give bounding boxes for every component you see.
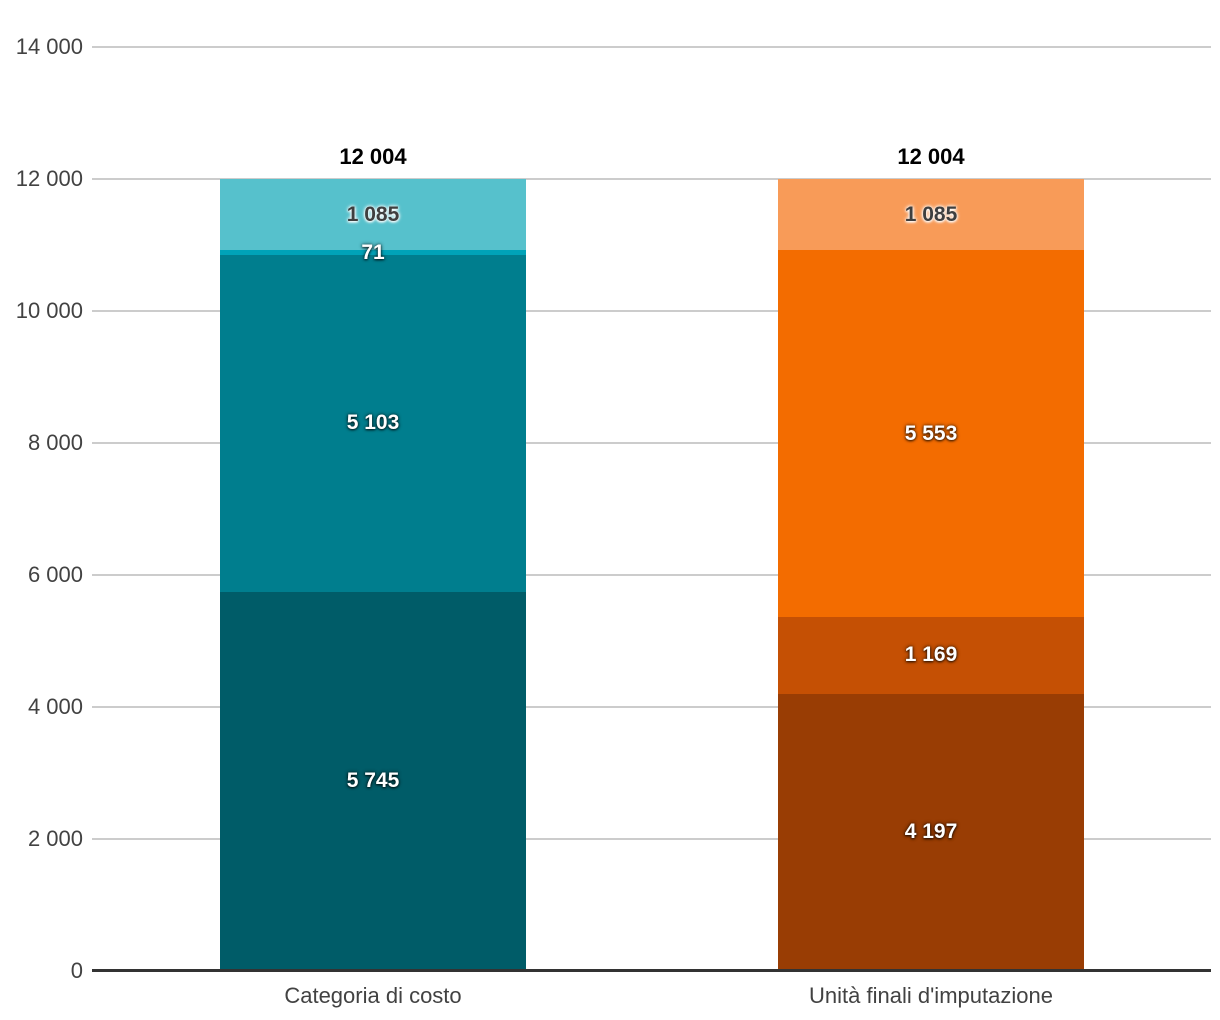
bar-segment[interactable] — [778, 616, 1084, 694]
bar-total-label: 12 004 — [339, 143, 407, 169]
bar-segment[interactable] — [220, 255, 526, 592]
y-axis-tick-label: 2 000 — [27, 826, 83, 851]
gridline — [92, 574, 1211, 576]
y-axis-tick-label: 4 000 — [27, 694, 83, 719]
gridline — [92, 706, 1211, 708]
segment-value-label: 1 085 — [346, 202, 400, 226]
x-axis-category-label: Categoria di costo — [284, 983, 462, 1008]
x-axis-line — [92, 969, 1211, 972]
bar-segment[interactable] — [778, 693, 1084, 971]
bar-segment[interactable] — [220, 178, 526, 251]
y-axis-tick-label: 6 000 — [27, 562, 83, 587]
segment-value-label: 4 197 — [904, 820, 958, 844]
segment-value-label: 71 — [361, 240, 385, 264]
gridline — [92, 178, 1211, 180]
segment-value-label: 1 085 — [904, 202, 958, 226]
y-axis-tick-label: 14 000 — [15, 34, 83, 59]
x-axis-category-label: Unità finali d'imputazione — [809, 983, 1053, 1008]
y-axis-tick-label: 8 000 — [27, 430, 83, 455]
segment-value-label: 5 553 — [904, 421, 958, 445]
segment-value-label: 5 103 — [346, 411, 400, 435]
gridline — [92, 46, 1211, 48]
gridline — [92, 310, 1211, 312]
bar-segment[interactable] — [778, 250, 1084, 617]
gridline — [92, 838, 1211, 840]
gridline — [92, 442, 1211, 444]
bar-segment[interactable] — [220, 591, 526, 971]
bar-segment[interactable] — [778, 178, 1084, 251]
bar-total-label: 12 004 — [897, 143, 965, 169]
bar-segment[interactable] — [220, 250, 526, 256]
y-axis-tick-label: 12 000 — [15, 166, 83, 191]
segment-value-label: 5 745 — [346, 769, 400, 793]
segment-value-label: 1 169 — [904, 643, 958, 667]
y-axis-tick-label: 10 000 — [15, 298, 83, 323]
y-axis-tick-label: 0 — [70, 958, 83, 983]
